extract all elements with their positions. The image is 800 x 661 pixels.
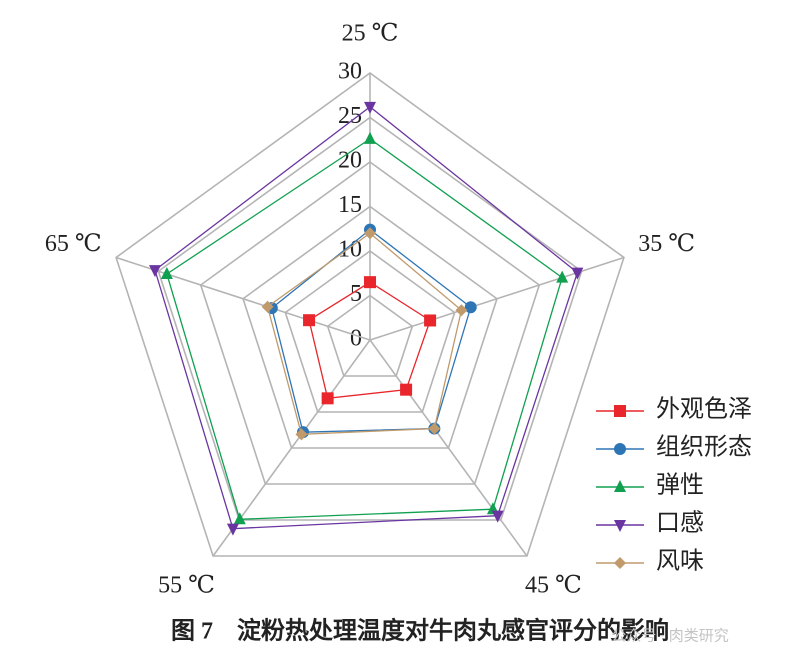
chart-title: 图 7 淀粉热处理温度对牛肉丸感官评分的影响 [171, 617, 669, 645]
series-line [154, 105, 579, 530]
marker [303, 314, 316, 327]
grid-ring [326, 294, 414, 377]
legend-label: 组织形态 [656, 434, 752, 461]
marker [614, 557, 626, 569]
marker [428, 422, 441, 435]
r-tick-label: 10 [338, 237, 362, 263]
marker [364, 276, 376, 289]
marker [614, 520, 626, 532]
spoke [115, 256, 371, 341]
series-line [271, 228, 472, 433]
spoke [369, 339, 528, 557]
series-line [166, 138, 563, 520]
marker [295, 428, 308, 441]
marker [400, 383, 413, 396]
marker [364, 101, 376, 114]
legend-label: 外观色泽 [656, 396, 752, 423]
marker [424, 314, 437, 327]
marker [614, 443, 626, 455]
marker [233, 512, 246, 525]
marker [160, 266, 173, 279]
legend-label: 口感 [656, 510, 704, 537]
marker [149, 265, 162, 278]
marker [614, 405, 626, 417]
grid-ring [284, 250, 456, 413]
spoke [369, 256, 625, 341]
marker [491, 510, 504, 523]
r-tick-label: 0 [350, 326, 362, 352]
legend-label: 弹性 [656, 472, 704, 499]
marker [571, 267, 584, 280]
marker [464, 301, 477, 314]
r-tick-label: 5 [350, 281, 362, 307]
category-label: 45 ℃ [525, 572, 582, 598]
marker [261, 300, 274, 313]
r-tick-label: 30 [338, 59, 362, 85]
category-label: 35 ℃ [638, 231, 695, 257]
marker [556, 270, 569, 283]
category-label: 25 ℃ [342, 21, 399, 47]
grid-ring [242, 205, 498, 449]
category-label: 55 ℃ [158, 572, 215, 598]
grid-ring [199, 161, 541, 485]
marker [321, 392, 334, 405]
legend-label: 风味 [656, 548, 704, 575]
series-line [266, 232, 463, 435]
category-label: 65 ℃ [45, 231, 102, 257]
marker [455, 304, 468, 317]
marker [364, 227, 376, 240]
marker [364, 131, 376, 144]
grid-ring [115, 72, 625, 557]
watermark: 公众号 · 肉类研究 [611, 627, 729, 644]
grid-ring [157, 116, 583, 521]
marker [614, 480, 626, 492]
series-line [308, 281, 431, 400]
r-tick-label: 15 [338, 192, 362, 218]
marker [226, 523, 239, 536]
